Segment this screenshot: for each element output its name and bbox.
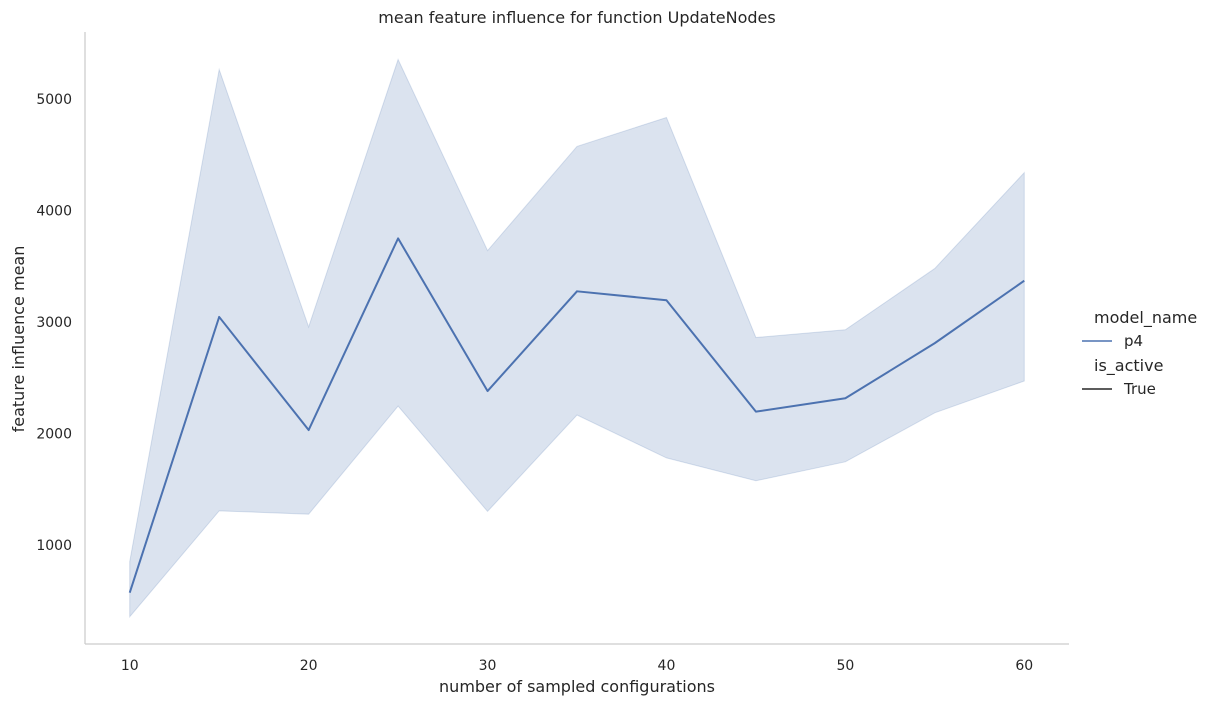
legend-style-title: is_active (1094, 356, 1163, 376)
x-tick-label-10: 10 (121, 658, 139, 674)
y-tick-labels: 1000 2000 3000 4000 5000 (36, 92, 72, 554)
x-tick-label-30: 30 (479, 658, 497, 674)
x-tick-label-40: 40 (658, 658, 676, 674)
y-axis-label: feature influence mean (9, 246, 28, 433)
x-tick-label-20: 20 (300, 658, 318, 674)
x-tick-label-60: 60 (1015, 658, 1033, 674)
legend-label-p4: p4 (1124, 332, 1143, 350)
y-tick-label-3000: 3000 (36, 315, 72, 331)
chart-title: mean feature influence for function Upda… (378, 8, 775, 27)
legend: model_name p4 is_active True (1082, 308, 1197, 398)
x-tick-labels: 10 20 30 40 50 60 (121, 658, 1033, 674)
plot-area (128, 58, 1025, 619)
y-tick-label-2000: 2000 (36, 426, 72, 442)
legend-hue-title: model_name (1094, 308, 1197, 328)
x-tick-label-50: 50 (836, 658, 854, 674)
y-tick-label-1000: 1000 (36, 538, 72, 554)
y-tick-label-4000: 4000 (36, 204, 72, 220)
y-tick-label-5000: 5000 (36, 92, 72, 108)
confidence-band-p4 (129, 58, 1025, 619)
legend-label-true: True (1123, 380, 1156, 398)
x-axis-label: number of sampled configurations (439, 677, 715, 696)
